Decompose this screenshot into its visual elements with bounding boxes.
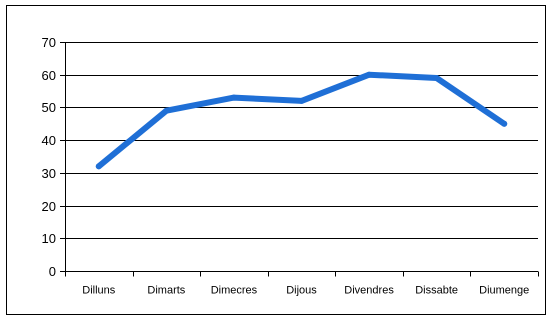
- data-point-divendres: [366, 71, 373, 78]
- y-tick-label-60: 60: [42, 68, 56, 83]
- y-tick-label-30: 30: [42, 166, 56, 181]
- x-tick-label-diumenge: Diumenge: [479, 285, 529, 297]
- y-tick-label-20: 20: [42, 199, 56, 214]
- x-tick-label-divendres: Divendres: [344, 285, 394, 297]
- y-tick-label-10: 10: [42, 231, 56, 246]
- x-tick-label-dimecres: Dimecres: [211, 285, 258, 297]
- data-point-diumenge: [501, 120, 508, 127]
- data-point-dimarts: [163, 107, 170, 114]
- label-layer: 0 10 20 30 40 50 60 70 Dilluns Dimarts Dimecres Dij…: [42, 35, 530, 297]
- chart-frame: [6, 5, 546, 315]
- y-tick-label-40: 40: [42, 133, 56, 148]
- x-tick-label-dijous: Dijous: [286, 285, 317, 297]
- x-tick-label-dilluns: Dilluns: [82, 285, 116, 297]
- data-point-dimecres: [230, 94, 237, 101]
- grid-layer: [65, 42, 538, 239]
- data-point-dissabte: [433, 74, 440, 81]
- axis-layer: [60, 42, 539, 277]
- data-point-dilluns: [95, 163, 102, 170]
- y-tick-label-0: 0: [49, 264, 56, 279]
- data-point-dijous: [298, 97, 305, 104]
- series-line-0: [95, 71, 508, 170]
- y-tick-label-70: 70: [42, 35, 56, 50]
- x-tick-label-dimarts: Dimarts: [147, 285, 185, 297]
- y-tick-label-50: 50: [42, 100, 56, 115]
- series-layer: [95, 71, 508, 170]
- x-tick-label-dissabte: Dissabte: [415, 285, 458, 297]
